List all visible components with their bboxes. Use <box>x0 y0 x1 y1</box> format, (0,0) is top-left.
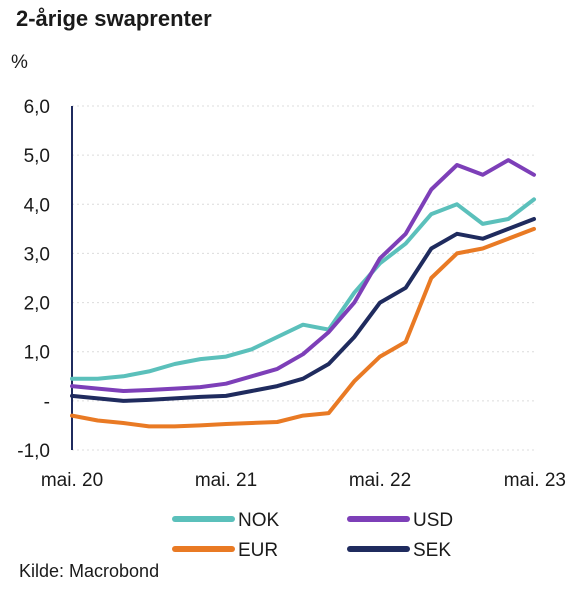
y-axis-unit: % <box>11 52 28 73</box>
y-tick-label: 1,0 <box>24 343 50 364</box>
y-tick-label: 2,0 <box>24 294 50 315</box>
legend-label-usd: USD <box>413 510 453 531</box>
y-tick-label: 3,0 <box>24 244 50 265</box>
y-tick-label: 5,0 <box>24 146 50 167</box>
y-tick-label: 6,0 <box>24 97 50 118</box>
legend-label-nok: NOK <box>238 510 280 531</box>
series-line-usd <box>70 158 536 393</box>
series-line-eur <box>70 226 536 429</box>
x-tick-label: mai. 23 <box>504 470 566 491</box>
y-tick-label: - <box>44 392 50 413</box>
x-tick-label: mai. 22 <box>349 470 411 491</box>
y-tick-label: -1,0 <box>17 441 50 462</box>
x-tick-label: mai. 21 <box>195 470 257 491</box>
legend-label-eur: EUR <box>238 540 278 561</box>
legend-label-sek: SEK <box>413 540 451 561</box>
y-tick-label: 4,0 <box>24 195 50 216</box>
x-tick-label: mai. 20 <box>41 470 103 491</box>
chart-title: 2-årige swaprenter <box>16 6 212 31</box>
chart-source: Kilde: Macrobond <box>19 561 160 581</box>
